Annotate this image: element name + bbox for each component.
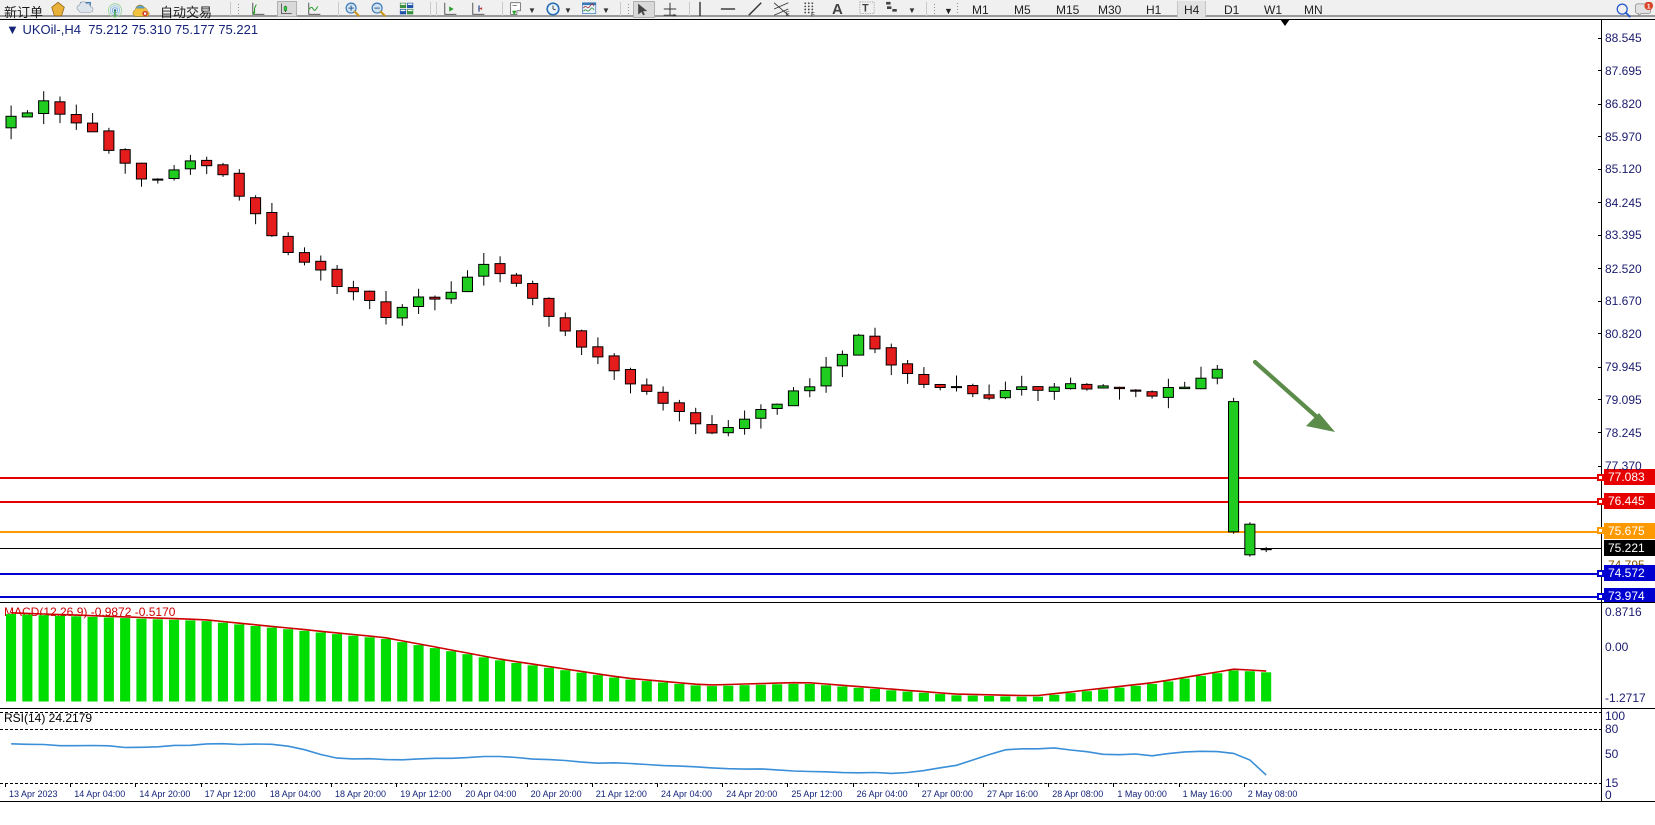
- svg-text:T: T: [862, 3, 869, 15]
- svg-text:E: E: [786, 11, 790, 17]
- svg-text:F: F: [811, 12, 815, 17]
- svg-text:1: 1: [1647, 4, 1651, 11]
